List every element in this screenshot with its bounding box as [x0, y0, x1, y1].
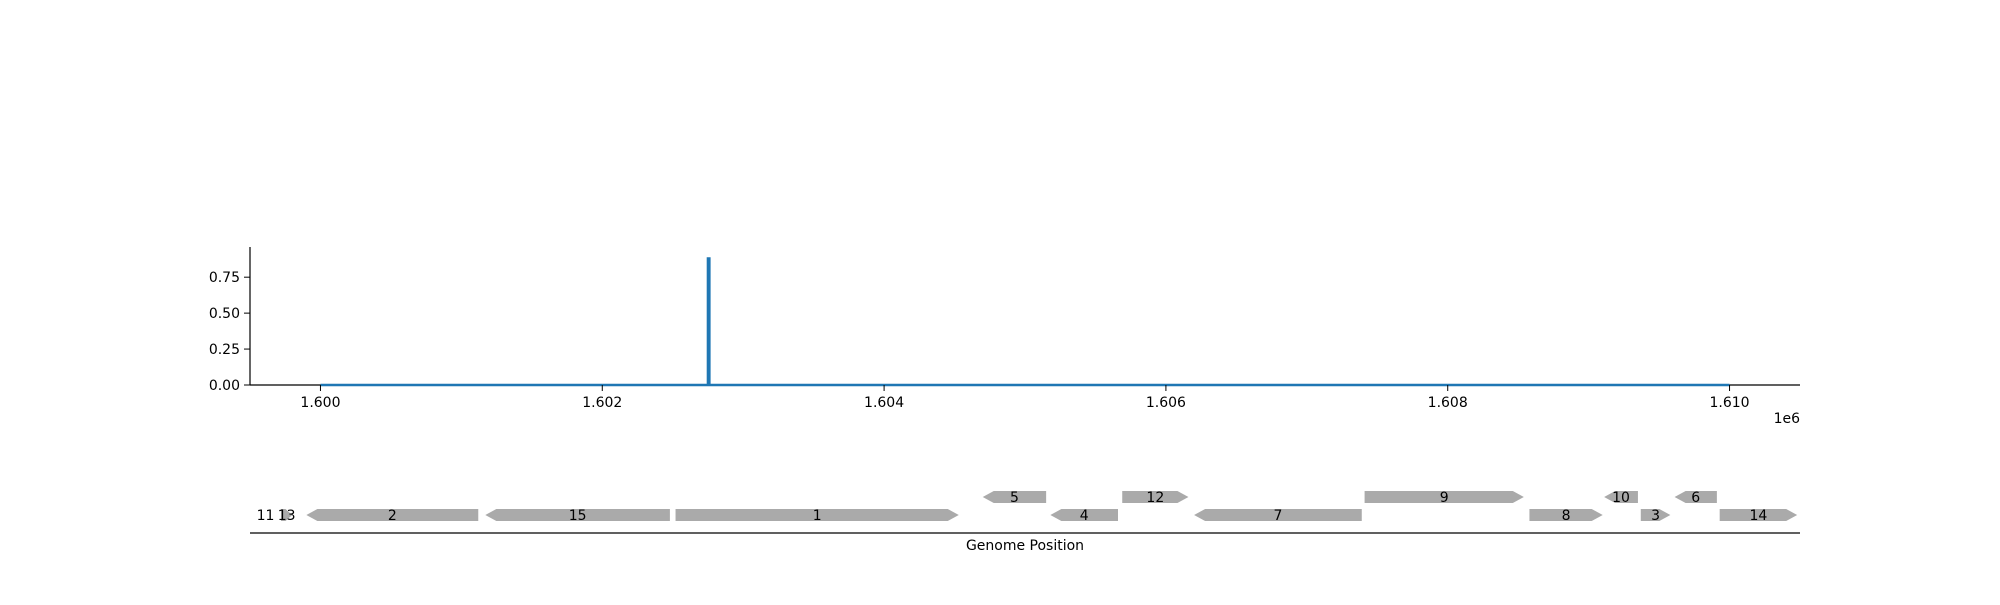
gene-label: 8 — [1562, 508, 1571, 524]
gene-label: 9 — [1440, 490, 1449, 506]
gene-arrow — [1194, 509, 1362, 521]
gene-track-xlabel: Genome Position — [966, 538, 1084, 554]
gene-label: 5 — [1010, 490, 1019, 506]
y-tick-label: 0.25 — [209, 342, 240, 358]
gene-label: 4 — [1080, 508, 1089, 524]
x-offset-label: 1e6 — [1774, 411, 1801, 427]
x-tick-label: 1.600 — [300, 395, 340, 411]
gene-label: 13 — [278, 508, 296, 524]
gene-arrow — [1604, 491, 1638, 503]
gene-label: 12 — [1146, 490, 1164, 506]
x-axis: 1.600 1.602 1.604 1.606 1.608 1.610 — [300, 385, 1750, 411]
x-tick-label: 1.602 — [582, 395, 622, 411]
y-tick-label: 0.75 — [209, 270, 240, 286]
gene-arrow — [1529, 509, 1603, 521]
x-tick-label: 1.604 — [864, 395, 904, 411]
gene-label: 10 — [1612, 490, 1630, 506]
y-axis: 0.00 0.25 0.50 0.75 — [209, 270, 250, 394]
gene-label: 6 — [1691, 490, 1700, 506]
gene-label: 15 — [569, 508, 587, 524]
x-tick-label: 1.610 — [1709, 395, 1749, 411]
gene-arrow — [1050, 509, 1118, 521]
gene-arrow — [1122, 491, 1189, 503]
gene-label: 7 — [1273, 508, 1282, 524]
x-tick-label: 1.606 — [1146, 395, 1186, 411]
gene-arrow — [675, 509, 959, 521]
gene-label: 2 — [388, 508, 397, 524]
gene-arrow — [1364, 491, 1524, 503]
gene-label: 3 — [1651, 508, 1660, 524]
gene-arrow — [1674, 491, 1717, 503]
x-tick-label: 1.608 — [1428, 395, 1468, 411]
gene-arrow — [485, 509, 670, 521]
y-tick-label: 0.50 — [209, 306, 240, 322]
gene-arrow — [982, 491, 1047, 503]
y-tick-label: 0.00 — [209, 378, 240, 394]
gene-label: 11 — [257, 508, 275, 524]
coverage-plot — [249, 247, 1800, 387]
gene-label: 14 — [1750, 508, 1768, 524]
gene-arrow — [281, 509, 293, 521]
gene-arrow — [1719, 509, 1798, 521]
gene-arrow — [1640, 509, 1671, 521]
gene-arrow — [306, 509, 479, 521]
gene-label: 1 — [813, 508, 822, 524]
coverage-series-line — [320, 257, 1730, 387]
